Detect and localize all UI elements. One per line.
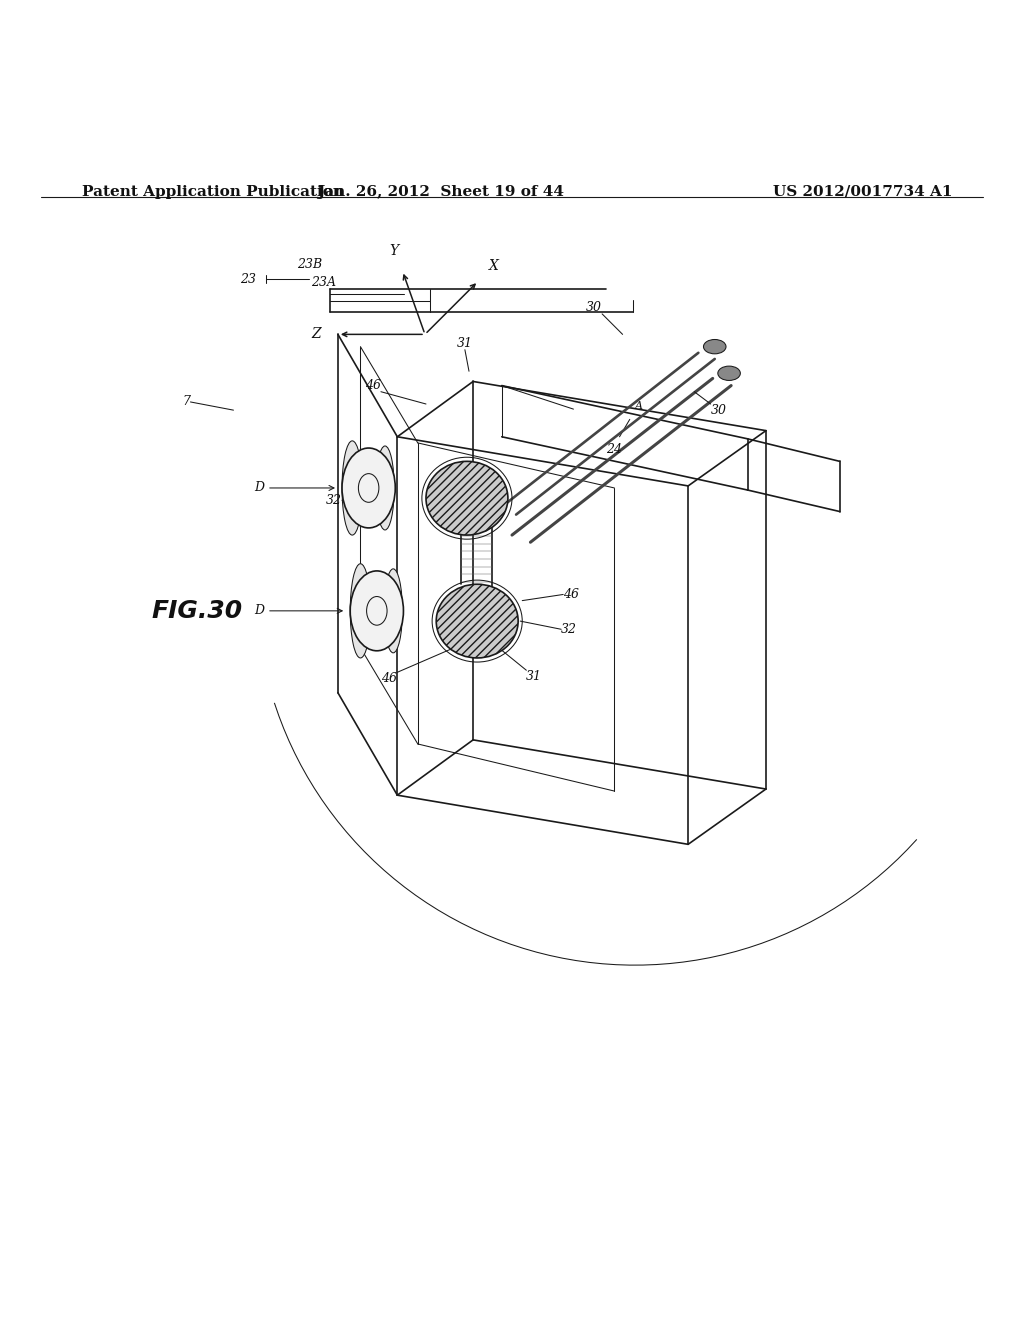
Ellipse shape xyxy=(703,339,726,354)
Text: D: D xyxy=(254,605,342,618)
Text: FIG.30: FIG.30 xyxy=(152,599,243,623)
Text: Jan. 26, 2012  Sheet 19 of 44: Jan. 26, 2012 Sheet 19 of 44 xyxy=(316,185,564,199)
Ellipse shape xyxy=(350,572,403,651)
Ellipse shape xyxy=(384,569,402,653)
Text: X: X xyxy=(488,259,499,273)
Text: Patent Application Publication: Patent Application Publication xyxy=(82,185,344,199)
Ellipse shape xyxy=(376,446,394,529)
Text: Z: Z xyxy=(311,327,321,342)
Text: 31: 31 xyxy=(457,337,473,350)
Text: 24: 24 xyxy=(606,444,623,455)
Text: 30: 30 xyxy=(586,301,602,314)
Text: US 2012/0017734 A1: US 2012/0017734 A1 xyxy=(773,185,952,199)
Text: 23: 23 xyxy=(240,272,256,285)
Text: 7: 7 xyxy=(182,396,190,408)
Text: 30: 30 xyxy=(711,404,727,417)
Text: 23A: 23A xyxy=(311,276,336,289)
Text: A: A xyxy=(635,401,643,411)
Text: 23B: 23B xyxy=(297,257,323,271)
Text: D: D xyxy=(254,482,334,495)
Text: 46: 46 xyxy=(365,379,381,392)
Ellipse shape xyxy=(342,441,362,535)
Ellipse shape xyxy=(426,462,508,535)
Text: Y: Y xyxy=(390,244,398,257)
Text: 46: 46 xyxy=(563,587,580,601)
Text: 46: 46 xyxy=(381,672,397,685)
Ellipse shape xyxy=(718,366,740,380)
Ellipse shape xyxy=(350,564,371,657)
Text: 32: 32 xyxy=(561,623,578,636)
Ellipse shape xyxy=(342,447,395,528)
Text: 32: 32 xyxy=(326,494,342,507)
Ellipse shape xyxy=(436,585,518,657)
Text: 31: 31 xyxy=(526,671,543,684)
